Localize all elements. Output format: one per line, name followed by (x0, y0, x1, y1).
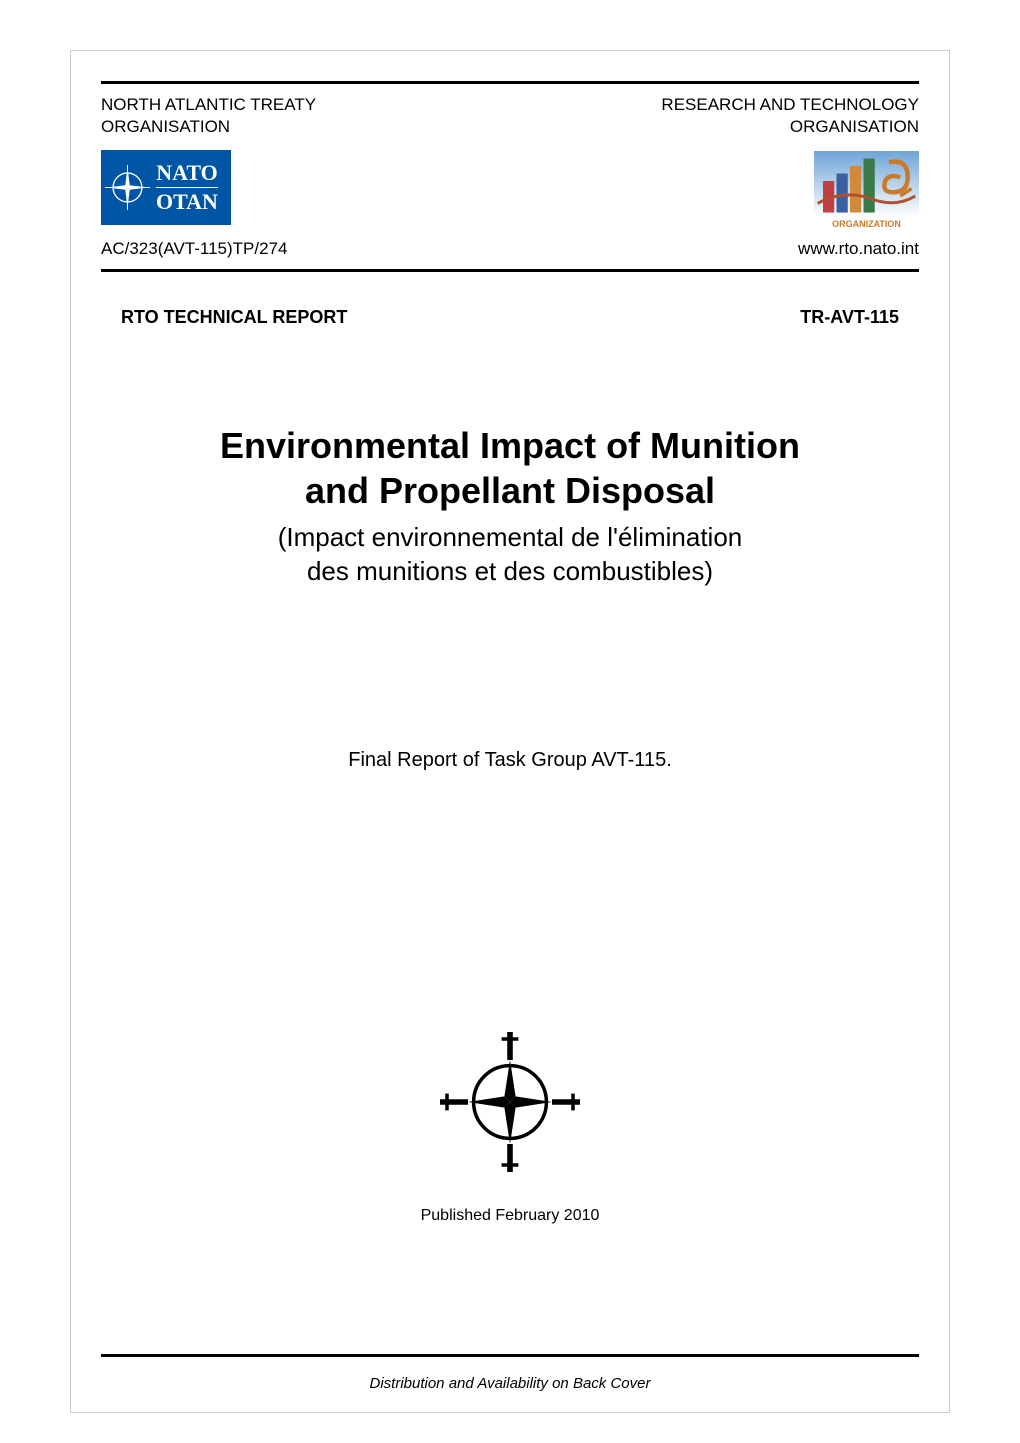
nato-text-bottom: OTAN (156, 191, 218, 213)
title-french: (Impact environnemental de l'élimination… (278, 521, 743, 589)
left-organisation: NORTH ATLANTIC TREATY ORGANISATION (101, 94, 316, 138)
left-org-line2: ORGANISATION (101, 116, 316, 138)
nato-otan-logo: NATO OTAN (101, 150, 231, 225)
right-org-line2: ORGANISATION (661, 116, 919, 138)
footer-distribution-note: Distribution and Availability on Back Co… (101, 1375, 919, 1392)
title-en-line1: Environmental Impact of Munition (220, 423, 800, 468)
right-org-line1: RESEARCH AND TECHNOLOGY (661, 94, 919, 116)
rto-organization-logo-icon: ORGANIZATION (814, 151, 919, 229)
nato-compass-large-icon (440, 1032, 580, 1172)
title-en-line2: and Propellant Disposal (220, 468, 800, 513)
report-code: TR-AVT-115 (800, 307, 899, 328)
bottom-rule (101, 1354, 919, 1357)
nato-text-top: NATO (156, 162, 218, 184)
report-type-label: RTO TECHNICAL REPORT (121, 307, 347, 328)
publication-date: Published February 2010 (421, 1207, 600, 1225)
rto-logo-block: ORGANIZATION www.rto.nato.int (798, 151, 919, 259)
report-type-line: RTO TECHNICAL REPORT TR-AVT-115 (101, 307, 919, 328)
nato-logo-divider (156, 187, 218, 188)
header-section: NORTH ATLANTIC TREATY ORGANISATION RESEA… (101, 81, 919, 272)
main-content: Environmental Impact of Munition and Pro… (101, 328, 919, 1344)
header-organisations-row: NORTH ATLANTIC TREATY ORGANISATION RESEA… (101, 94, 919, 138)
final-report-line: Final Report of Task Group AVT-115. (348, 749, 672, 772)
right-organisation: RESEARCH AND TECHNOLOGY ORGANISATION (661, 94, 919, 138)
document-reference: AC/323(AVT-115)TP/274 (101, 239, 287, 259)
nato-logo-block: NATO OTAN AC/323(AVT-115)TP/274 (101, 150, 287, 259)
nato-logo-text: NATO OTAN (156, 162, 218, 213)
title-fr-line2: des munitions et des combustibles) (278, 555, 743, 589)
rto-url: www.rto.nato.int (798, 239, 919, 259)
nato-compass-icon (105, 165, 150, 210)
page-wrapper: NORTH ATLANTIC TREATY ORGANISATION RESEA… (70, 50, 950, 1413)
left-org-line1: NORTH ATLANTIC TREATY (101, 94, 316, 116)
header-logos-row: NATO OTAN AC/323(AVT-115)TP/274 (101, 150, 919, 259)
title-fr-line1: (Impact environnemental de l'élimination (278, 521, 743, 555)
title-english: Environmental Impact of Munition and Pro… (220, 423, 800, 513)
svg-text:ORGANIZATION: ORGANIZATION (832, 219, 901, 229)
